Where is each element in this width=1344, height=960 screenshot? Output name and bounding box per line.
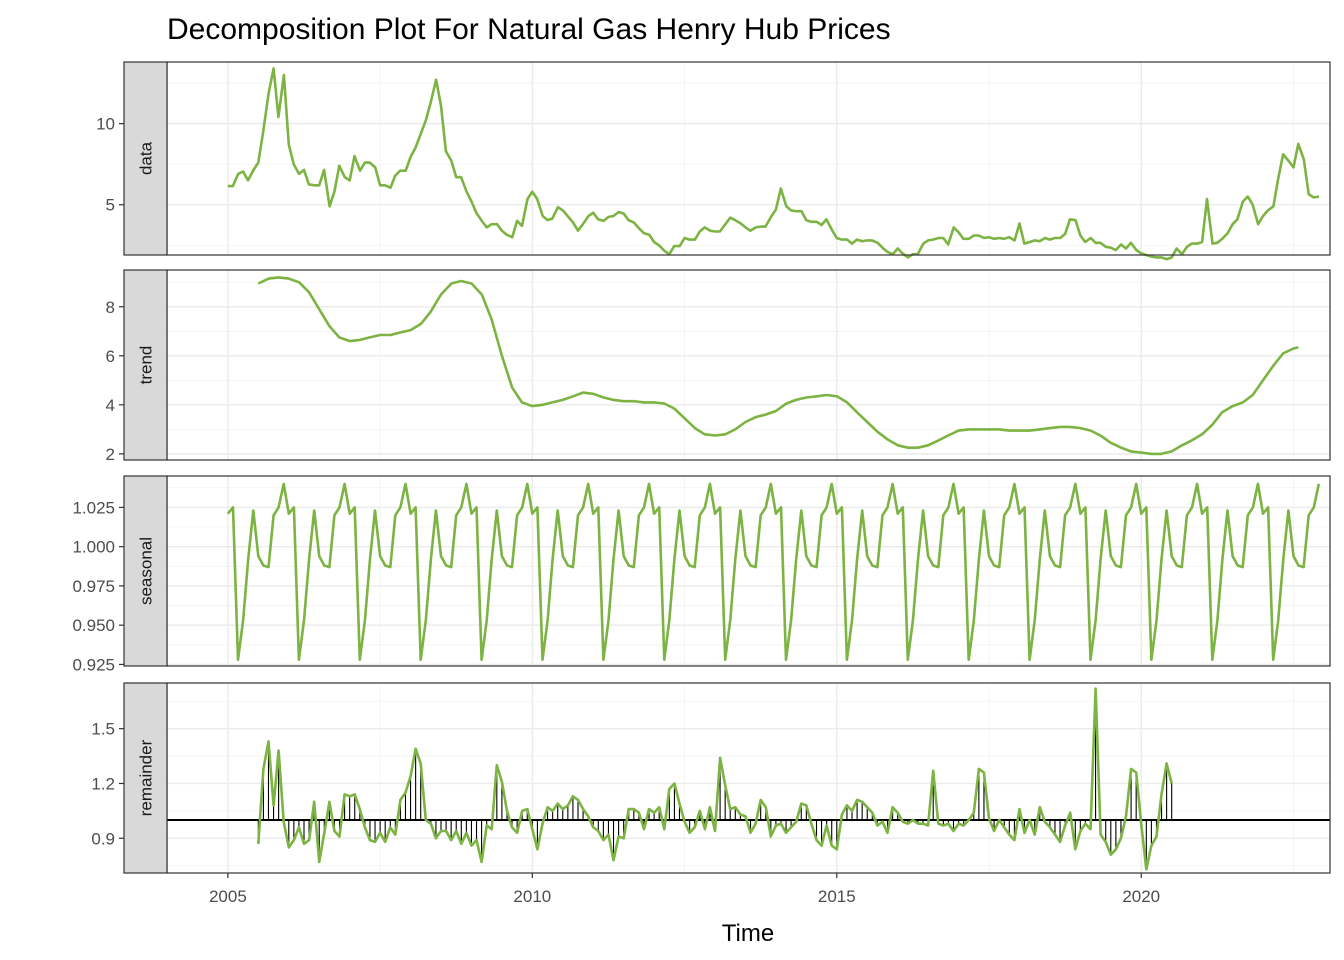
x-tick-label: 2015 — [818, 887, 856, 906]
data-line — [227, 67, 1320, 261]
panel-background — [167, 270, 1330, 460]
chart-title: Decomposition Plot For Natural Gas Henry… — [167, 13, 891, 46]
y-tick-label: 8 — [106, 298, 115, 317]
panel-remainder: remainder 0.9 1.2 1.5 — [91, 682, 1331, 874]
trend-line — [257, 276, 1299, 456]
x-tick-label: 2020 — [1122, 887, 1160, 906]
strip-label-data: data — [137, 141, 156, 175]
y-tick-label: 1.025 — [72, 498, 115, 517]
strip-trend — [123, 269, 168, 461]
remainder-line — [257, 687, 1173, 871]
x-axis-title: Time — [722, 920, 774, 947]
panel-background — [167, 683, 1330, 873]
strip-label-remainder: remainder — [137, 739, 156, 816]
x-axis: 2005 2010 2015 2020 — [209, 873, 1160, 906]
seasonal-line — [226, 482, 1321, 662]
y-tick-label: 2 — [106, 445, 115, 464]
x-tick-label: 2010 — [513, 887, 551, 906]
panel-background — [167, 62, 1330, 255]
y-tick-label: 0.9 — [91, 829, 115, 848]
strip-data — [123, 61, 168, 256]
y-tick-label: 10 — [96, 115, 115, 134]
y-tick-label: 0.925 — [72, 655, 115, 674]
panel-data: data 5 10 — [96, 61, 1331, 261]
strip-label-trend: trend — [137, 346, 156, 385]
y-tick-label: 0.950 — [72, 616, 115, 635]
strip-label-seasonal: seasonal — [137, 537, 156, 605]
y-tick-label: 1.000 — [72, 538, 115, 557]
y-tick-label: 5 — [106, 196, 115, 215]
y-tick-label: 1.2 — [91, 774, 115, 793]
strip-seasonal — [123, 475, 168, 667]
panels: data 5 10 trend 2 4 6 8 seasonal 0.925 0.950 0.975 1… — [72, 61, 1331, 874]
strip-remainder — [123, 682, 168, 874]
x-tick-label: 2005 — [209, 887, 247, 906]
y-tick-label: 0.975 — [72, 577, 115, 596]
y-tick-label: 6 — [106, 347, 115, 366]
y-tick-label: 4 — [106, 396, 115, 415]
panel-trend: trend 2 4 6 8 — [106, 269, 1331, 464]
panel-seasonal: seasonal 0.925 0.950 0.975 1.000 1.025 — [72, 475, 1331, 674]
y-tick-label: 1.5 — [91, 720, 115, 739]
